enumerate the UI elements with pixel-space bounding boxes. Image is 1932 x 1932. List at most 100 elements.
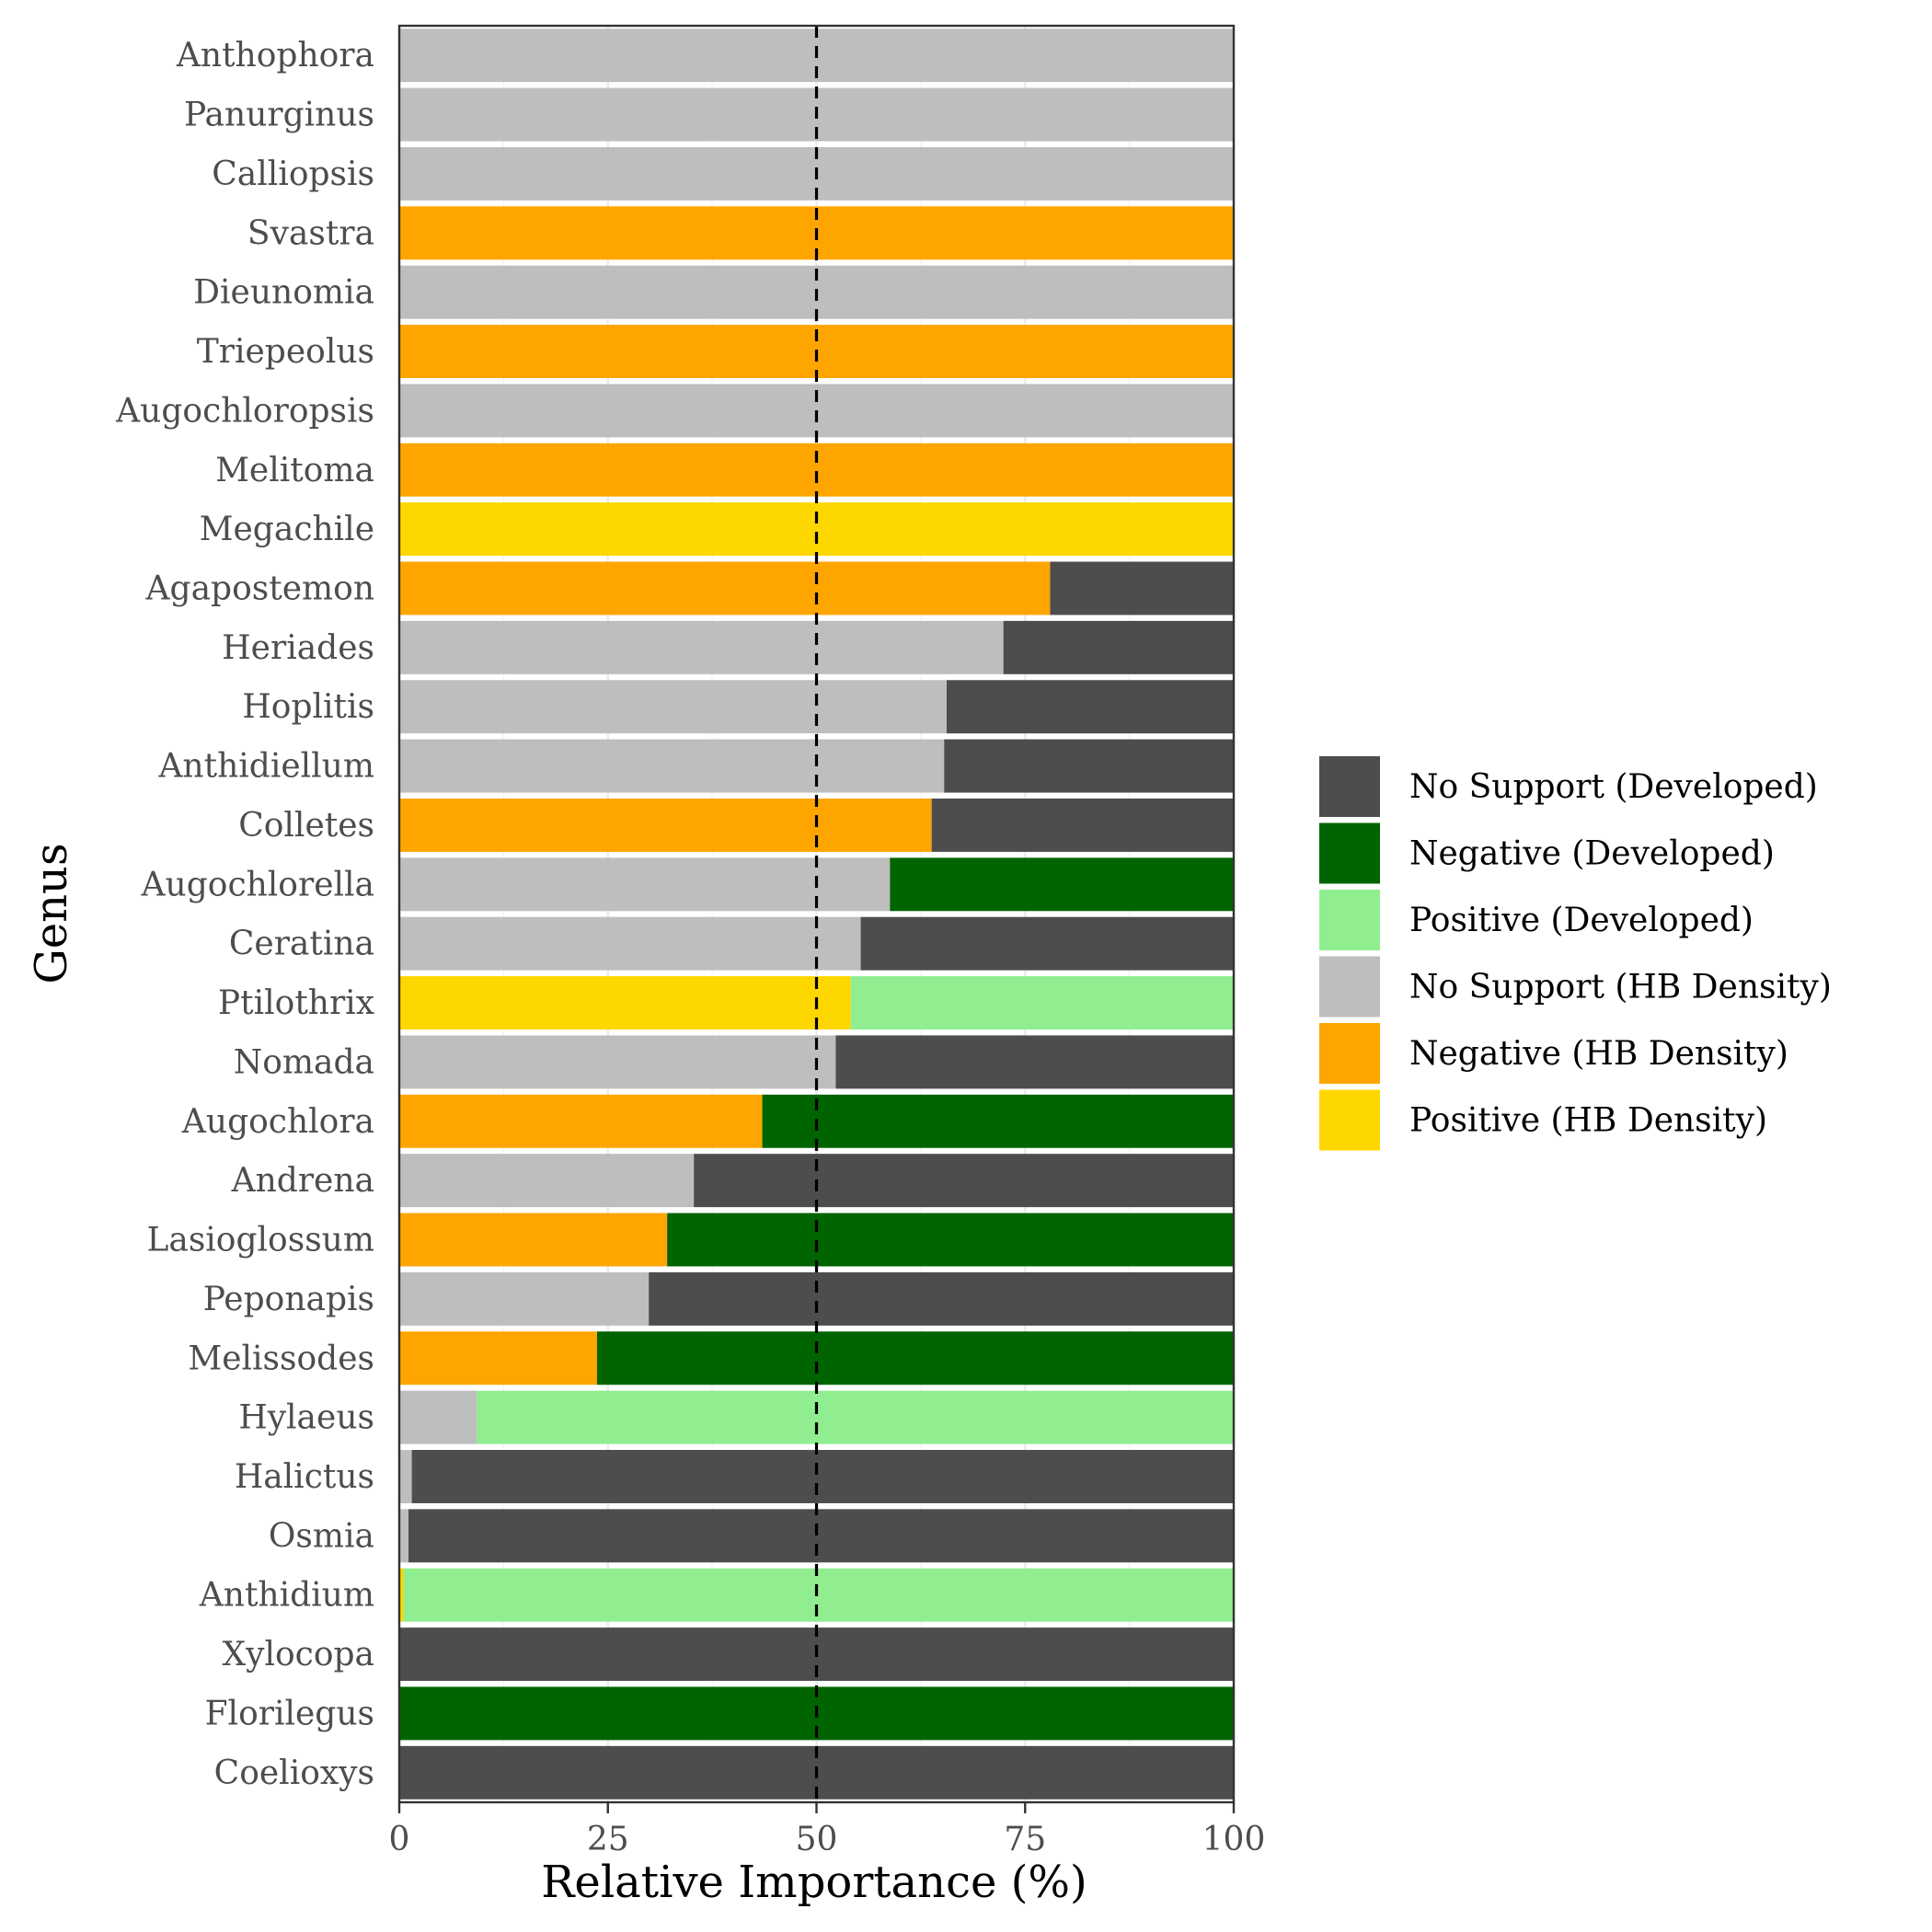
bar-segment-developed-halictus [411,1450,1235,1503]
bar-group-agapostemon [399,561,1234,615]
y-tick-label-melitoma: Melitoma [215,452,374,489]
y-axis-title: Genus [26,843,77,983]
y-tick-label-agapostemon: Agapostemon [145,569,374,607]
bar-group-hoplitis [399,680,1234,734]
bar-segment-hb-density-colletes [399,798,932,852]
bar-group-melissodes [399,1331,1234,1386]
y-tick-label-triepeolus: Triepeolus [197,333,374,371]
legend-key-no-support-developed [1319,756,1380,817]
legend-label-negative-hb-density: Negative (HB Density) [1409,1035,1788,1073]
bar-segment-developed-nomada [835,1035,1234,1089]
y-tick-label-peponapis: Peponapis [203,1281,374,1318]
legend-label-positive-developed: Positive (Developed) [1409,902,1754,939]
y-tick-label-hoplitis: Hoplitis [242,688,374,726]
y-tick-label-panurginus: Panurginus [184,97,374,134]
bar-segment-hb-density-osmia [399,1509,408,1563]
bar-group-augochlorella [399,857,1234,912]
bar-segment-developed-anthidium [403,1568,1234,1622]
bar-segment-developed-augochlora [762,1094,1234,1148]
y-tick-label-colletes: Colletes [238,807,374,845]
bar-segment-hb-density-halictus [399,1450,412,1503]
y-tick-label-melissodes: Melissodes [188,1340,374,1377]
bar-segment-hb-density-peponapis [399,1271,650,1326]
x-tick-label-25: 25 [587,1821,629,1858]
y-tick-label-nomada: Nomada [234,1043,374,1081]
y-tick-label-augochlorella: Augochlorella [141,866,374,903]
bar-segment-hb-density-lasioglossum [399,1213,668,1267]
y-tick-label-ceratina: Ceratina [229,926,374,963]
bar-group-colletes [399,798,1234,852]
legend-item-no-support-hb-density: No Support (HB Density) [1319,956,1832,1018]
y-tick-label-augochloropsis: Augochloropsis [115,392,374,430]
bar-group-heriades [399,620,1234,674]
bar-segment-developed-hoplitis [946,680,1234,734]
bar-segment-hb-density-anthidium [399,1568,404,1622]
x-tick-label-0: 0 [389,1821,410,1858]
bar-segment-developed-peponapis [649,1271,1234,1326]
legend-key-positive-developed [1319,890,1380,950]
bar-segment-hb-density-melissodes [399,1331,597,1386]
bar-group-anthidium [399,1568,1234,1622]
bar-segment-hb-density-megachile [399,502,1234,557]
legend-label-no-support-developed: No Support (Developed) [1409,768,1818,806]
legend-item-no-support-developed: No Support (Developed) [1319,756,1818,817]
legend-item-positive-developed: Positive (Developed) [1319,890,1754,950]
bar-group-ceratina [399,916,1234,971]
bar-segment-developed-osmia [408,1509,1234,1563]
bar-segment-hb-density-hoplitis [399,680,947,734]
bar-group-augochlora [399,1094,1234,1148]
legend: No Support (Developed) Negative (Develope… [1319,756,1832,1151]
bar-segment-developed-lasioglossum [667,1213,1234,1267]
bar-group-ptilothrix [399,976,1234,1030]
bar-group-nomada [399,1035,1234,1089]
legend-key-negative-developed [1319,822,1380,884]
legend-label-negative-developed: Negative (Developed) [1409,835,1775,873]
y-tick-label-ptilothrix: Ptilothrix [218,984,374,1022]
y-tick-label-anthidiellum: Anthidiellum [157,748,374,786]
bar-group-peponapis [399,1271,1234,1326]
bar-group-hylaeus [399,1390,1234,1444]
bar-segment-hb-density-nomada [399,1035,836,1089]
bar-segment-developed-anthidiellum [944,739,1234,793]
bar-segment-developed-colletes [931,798,1234,852]
legend-label-positive-hb-density: Positive (HB Density) [1409,1102,1767,1140]
legend-item-negative-developed: Negative (Developed) [1319,822,1775,884]
legend-key-positive-hb-density [1319,1089,1380,1151]
y-tick-label-xylocopa: Xylocopa [223,1636,375,1673]
legend-key-no-support-hb-density [1319,956,1380,1018]
y-tick-label-calliopsis: Calliopsis [212,155,374,193]
y-tick-label-halictus: Halictus [235,1458,374,1496]
y-tick-label-heriades: Heriades [222,629,374,667]
x-tick-label-75: 75 [1004,1821,1046,1858]
y-tick-label-anthophora: Anthophora [176,37,374,75]
y-tick-label-coelioxys: Coelioxys [214,1754,374,1792]
bar-group-osmia [399,1509,1234,1563]
y-tick-label-anthidium: Anthidium [199,1577,374,1615]
y-tick-label-lasioglossum: Lasioglossum [146,1222,374,1259]
axes-layer: Anthophora Panurginus Calliopsis Svastra Die… [115,24,1265,1858]
y-tick-label-dieunomia: Dieunomia [193,274,374,312]
bar-segment-developed-ptilothrix [850,976,1234,1030]
y-tick-label-andrena: Andrena [231,1162,374,1200]
y-tick-label-florilegus: Florilegus [205,1695,374,1732]
y-tick-label-svastra: Svastra [247,214,374,252]
bar-segment-hb-density-andrena [399,1154,695,1208]
bar-segment-developed-hylaeus [477,1390,1234,1444]
bar-segment-hb-density-anthidiellum [399,739,945,793]
legend-key-negative-hb-density [1319,1023,1380,1084]
bar-segment-hb-density-ptilothrix [399,976,851,1030]
bar-segment-hb-density-ceratina [399,916,861,971]
bar-segment-hb-density-agapostemon [399,561,1051,615]
bar-segment-developed-ceratina [860,916,1234,971]
bar-group-lasioglossum [399,1213,1234,1267]
bar-group-andrena [399,1154,1234,1208]
legend-item-positive-hb-density: Positive (HB Density) [1319,1089,1767,1151]
bar-segment-hb-density-heriades [399,620,1004,674]
bar-segment-developed-andrena [694,1154,1234,1208]
bar-segment-developed-agapostemon [1050,561,1234,615]
bar-segment-hb-density-augochlorella [399,857,891,912]
bar-segment-developed-heriades [1003,620,1234,674]
bar-segment-developed-melissodes [596,1331,1234,1386]
